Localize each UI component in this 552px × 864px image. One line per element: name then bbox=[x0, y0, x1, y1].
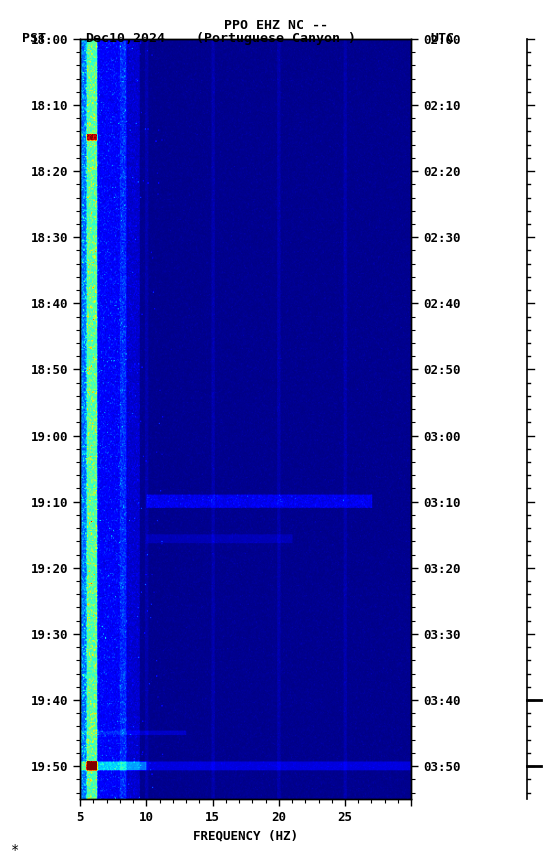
Text: UTC: UTC bbox=[431, 32, 454, 45]
X-axis label: FREQUENCY (HZ): FREQUENCY (HZ) bbox=[193, 829, 298, 842]
Text: *: * bbox=[11, 843, 19, 857]
Text: PPO EHZ NC --: PPO EHZ NC -- bbox=[224, 19, 328, 32]
Text: PST: PST bbox=[22, 32, 46, 45]
Text: (Portuguese Canyon ): (Portuguese Canyon ) bbox=[196, 32, 356, 45]
Text: Dec10,2024: Dec10,2024 bbox=[86, 32, 166, 45]
